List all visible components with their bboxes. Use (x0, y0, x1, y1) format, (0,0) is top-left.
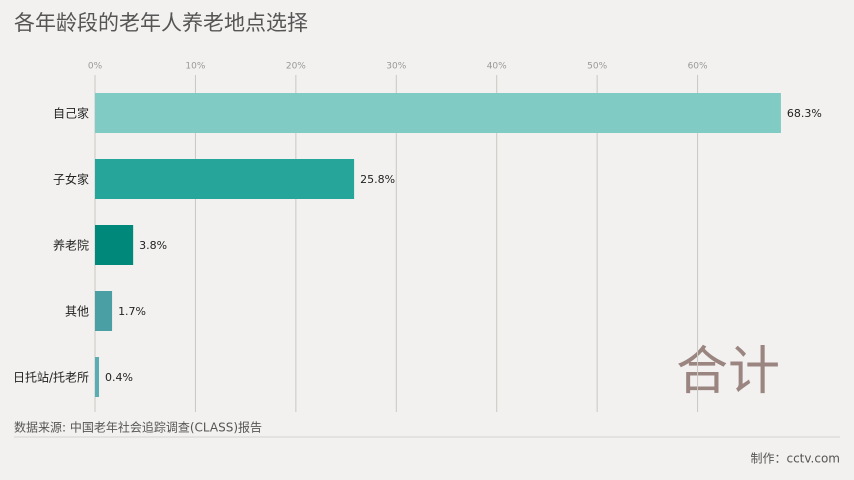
x-tick-label: 10% (185, 62, 205, 72)
y-tick-label: 其他 (65, 305, 89, 319)
x-tick-label: 40% (487, 62, 507, 72)
chart-title: 各年龄段的老年人养老地点选择 (14, 11, 308, 35)
y-tick-label: 子女家 (53, 172, 89, 187)
bar (95, 357, 100, 397)
credit: 制作：cctv.com (750, 452, 840, 466)
annotation: 合计 (676, 342, 780, 402)
x-tick-label: 20% (286, 62, 306, 72)
value-label: 0.4% (105, 371, 133, 384)
value-label: 25.8% (360, 173, 395, 186)
value-label: 3.8% (139, 239, 167, 252)
x-tick-label: 0% (88, 62, 103, 72)
source: 数据来源: 中国老年社会追踪调查(CLASS)报告 (14, 420, 262, 435)
bar (95, 159, 355, 199)
y-tick-label: 养老院 (53, 238, 89, 253)
bar (95, 93, 781, 133)
x-tick-label: 30% (386, 62, 406, 72)
y-tick-label: 自己家 (53, 106, 89, 121)
x-tick-label: 50% (587, 62, 607, 72)
bar (95, 291, 113, 331)
y-tick-label: 日托站/托老所 (13, 371, 89, 385)
value-label: 68.3% (787, 107, 822, 120)
value-label: 1.7% (118, 305, 146, 318)
x-tick-label: 60% (688, 62, 708, 72)
bar (95, 225, 134, 265)
